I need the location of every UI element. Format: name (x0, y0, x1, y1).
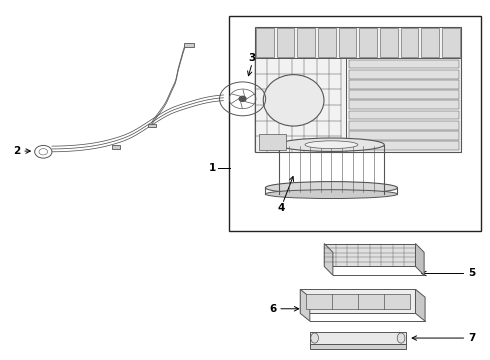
Polygon shape (324, 243, 416, 266)
Bar (442, 28, 460, 57)
Bar (348, 100, 459, 109)
Bar (401, 28, 418, 57)
Bar (380, 28, 398, 57)
Ellipse shape (311, 333, 319, 343)
Bar (348, 90, 459, 99)
Bar (348, 141, 459, 150)
Bar (348, 60, 459, 68)
Bar (348, 70, 459, 79)
Bar (348, 121, 459, 130)
Bar (348, 111, 459, 120)
Bar (147, 123, 156, 127)
Bar (113, 145, 120, 149)
Polygon shape (300, 289, 310, 321)
Bar (359, 28, 377, 57)
Text: 4: 4 (277, 203, 285, 213)
Text: 6: 6 (269, 304, 276, 314)
Bar (348, 131, 459, 140)
Bar (256, 28, 274, 57)
Ellipse shape (266, 190, 397, 198)
Text: 5: 5 (468, 269, 475, 279)
Ellipse shape (305, 141, 358, 149)
Polygon shape (324, 243, 333, 275)
Polygon shape (306, 294, 410, 309)
Ellipse shape (397, 333, 405, 343)
Bar (229, 16, 481, 231)
Ellipse shape (279, 138, 384, 152)
Polygon shape (310, 332, 406, 344)
Polygon shape (300, 289, 416, 313)
Bar (277, 28, 294, 57)
Polygon shape (416, 289, 425, 321)
Bar (255, 27, 461, 152)
Bar (339, 28, 356, 57)
Text: 7: 7 (468, 333, 476, 343)
Bar (348, 80, 459, 89)
Text: 1: 1 (209, 163, 216, 173)
Text: 2: 2 (13, 146, 21, 156)
Bar (297, 28, 315, 57)
Text: 3: 3 (248, 53, 256, 63)
Ellipse shape (263, 75, 324, 126)
Bar (184, 43, 194, 48)
Bar (259, 134, 286, 150)
Circle shape (239, 96, 246, 102)
Polygon shape (310, 344, 406, 348)
Ellipse shape (266, 181, 397, 194)
Bar (421, 28, 439, 57)
Polygon shape (416, 243, 424, 275)
Bar (318, 28, 336, 57)
